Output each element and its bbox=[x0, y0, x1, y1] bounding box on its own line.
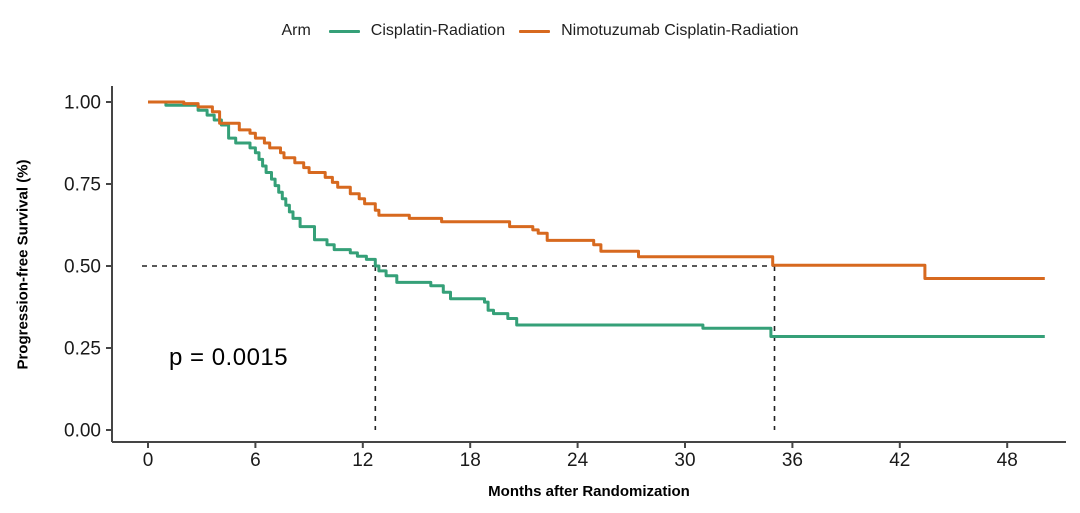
legend: Arm Cisplatin-Radiation Nimotuzumab Cisp… bbox=[0, 22, 1080, 40]
survival-curve-nimotuzumab-cisplatin-radiation bbox=[148, 100, 1045, 280]
legend-line-swatch-orange bbox=[519, 29, 551, 33]
y-axis-title: Progression-free Survival (%) bbox=[14, 159, 32, 370]
x-tick-label: 18 bbox=[460, 450, 481, 471]
x-tick-label: 36 bbox=[782, 450, 803, 471]
x-tick-label: 48 bbox=[997, 450, 1018, 471]
legend-title: Arm bbox=[281, 22, 311, 39]
legend-item-label: Cisplatin-Radiation bbox=[370, 22, 506, 39]
x-tick-label: 30 bbox=[674, 450, 695, 471]
y-tick-label: 0.00 bbox=[64, 421, 101, 442]
x-tick-label: 6 bbox=[250, 450, 261, 471]
legend-item-cisplatin-radiation: Cisplatin-Radiation bbox=[328, 22, 506, 40]
x-tick-label: 42 bbox=[889, 450, 910, 471]
y-tick-label: 1.00 bbox=[64, 93, 101, 114]
survival-curve-cisplatin-radiation bbox=[148, 100, 1045, 338]
x-tick-label: 24 bbox=[567, 450, 589, 471]
y-tick-label: 0.75 bbox=[64, 175, 101, 196]
p-value-annotation: p = 0.0015 bbox=[169, 344, 289, 371]
y-tick-label: 0.50 bbox=[64, 257, 101, 278]
y-tick-label: 0.25 bbox=[64, 339, 101, 360]
legend-item-nimotuzumab-cisplatin-radiation: Nimotuzumab Cisplatin-Radiation bbox=[519, 22, 799, 40]
legend-item-label: Nimotuzumab Cisplatin-Radiation bbox=[561, 22, 799, 39]
x-axis-title: Months after Randomization bbox=[488, 483, 690, 500]
x-tick-label: 0 bbox=[143, 450, 154, 471]
legend-line-swatch-green bbox=[328, 29, 360, 33]
x-tick-label: 12 bbox=[352, 450, 373, 471]
